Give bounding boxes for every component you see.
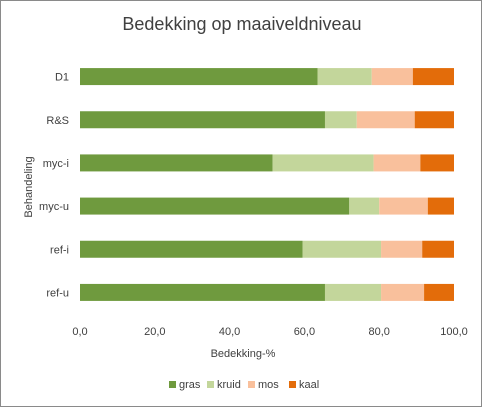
legend-label-gras: gras (179, 379, 201, 391)
bar-kaal (412, 68, 454, 86)
legend-label-kruid: kruid (217, 379, 241, 391)
bar-gras (80, 283, 325, 301)
bar-kaal (424, 283, 454, 301)
x-tick-label: 80,0 (368, 326, 389, 338)
bar-gras (80, 68, 318, 86)
category-label: myc-i (43, 158, 69, 170)
legend-swatch-mos (248, 381, 255, 388)
bar-mos (381, 283, 425, 301)
bar-mos (379, 197, 428, 215)
bars-group (80, 68, 454, 301)
category-label: ref-u (46, 287, 69, 299)
chart-title: Bedekking op maaiveldniveau (122, 14, 361, 34)
bar-kruid (349, 197, 380, 215)
bar-kruid (317, 68, 372, 86)
legend-swatch-gras (169, 381, 176, 388)
legend: gras kruid mos kaal (169, 379, 319, 391)
bar-mos (373, 154, 421, 172)
bar-kruid (302, 240, 382, 258)
bar-kaal (414, 111, 454, 129)
y-axis-label: Behandeling (23, 156, 35, 217)
category-label: R&S (46, 115, 69, 127)
category-label: D1 (55, 72, 69, 84)
bar-gras (80, 154, 273, 172)
bar-kaal (427, 197, 454, 215)
legend-label-mos: mos (258, 379, 279, 391)
legend-label-kaal: kaal (299, 379, 319, 391)
x-axis-label: Bedekking-% (211, 348, 276, 360)
bar-mos (371, 68, 413, 86)
bar-kaal (420, 154, 454, 172)
bar-kaal (422, 240, 454, 258)
bar-gras (80, 111, 325, 129)
bar-mos (356, 111, 415, 129)
bar-kruid (272, 154, 374, 172)
bar-gras (80, 240, 303, 258)
bar-kruid (324, 111, 357, 129)
legend-swatch-kruid (207, 381, 214, 388)
legend-swatch-kaal (289, 381, 296, 388)
bar-gras (80, 197, 350, 215)
x-tick-label: 100,0 (440, 326, 468, 338)
bar-mos (381, 240, 423, 258)
x-tick-label: 20,0 (144, 326, 165, 338)
bar-kruid (324, 283, 382, 301)
category-labels: D1 R&S myc-i myc-u ref-i ref-u (39, 72, 69, 300)
x-tick-label: 0,0 (72, 326, 87, 338)
x-tick-label: 60,0 (294, 326, 315, 338)
x-tick-labels: 0,0 20,0 40,0 60,0 80,0 100,0 (72, 326, 467, 338)
category-label: myc-u (39, 201, 69, 213)
category-label: ref-i (50, 244, 69, 256)
x-tick-label: 40,0 (219, 326, 240, 338)
